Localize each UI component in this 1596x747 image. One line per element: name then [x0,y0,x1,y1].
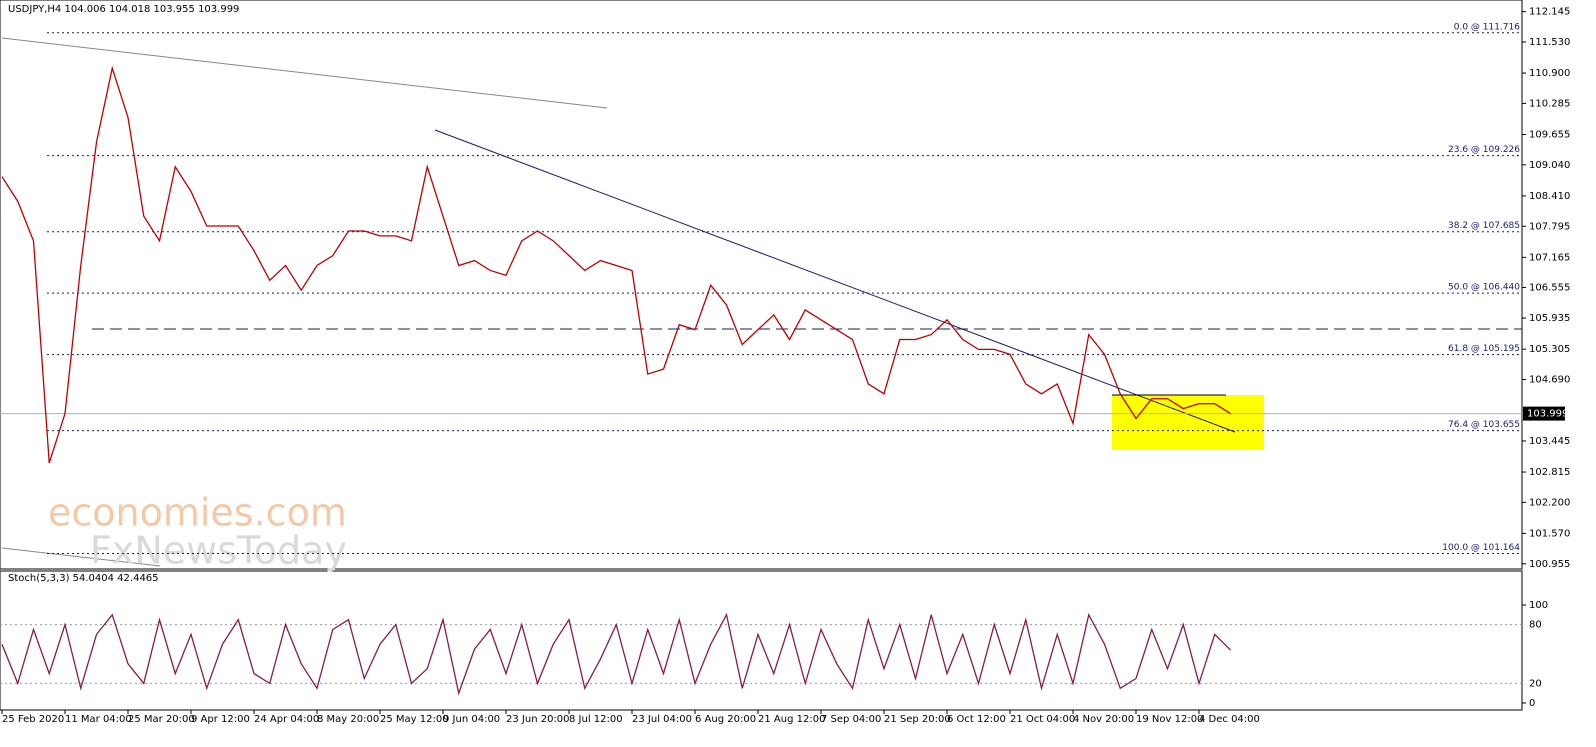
x-tick-label: 25 May 12:00 [380,714,449,725]
price-frame [0,0,1523,570]
highlight-box [1112,395,1264,450]
y-tick-label: 110.900 [1529,68,1570,79]
trend-line [1,37,608,109]
y-tick-label: 106.555 [1529,282,1570,293]
stoch-tick-label: 0 [1529,698,1535,709]
stoch-frame [0,570,1523,711]
x-tick-label: 8 Jul 12:00 [569,714,623,725]
y-tick-label: 107.165 [1529,252,1570,263]
x-tick-label: 23 Jun 20:00 [506,714,570,725]
y-tick-label: 102.200 [1529,497,1570,508]
fib-label: 76.4 @ 103.655 [1448,420,1520,430]
trend-line [434,129,1236,433]
y-tick-label: 100.955 [1529,559,1570,570]
y-tick-label: 107.795 [1529,221,1570,232]
price-line-series [1,65,1231,464]
fib-label: 61.8 @ 105.195 [1448,344,1520,354]
y-tick-label: 105.935 [1529,313,1570,324]
fib-label: 23.6 @ 109.226 [1448,145,1520,155]
y-tick-label: 103.445 [1529,436,1570,447]
y-tick-label: 111.530 [1529,37,1570,48]
x-tick-label: 24 Apr 04:00 [254,714,319,725]
chart-title: USDJPY,H4 104.006 104.018 103.955 103.99… [8,4,239,15]
x-tick-label: 7 Sep 04:00 [821,714,881,725]
watermark: economies.com [48,491,347,535]
fib-label: 50.0 @ 106.440 [1448,283,1520,293]
x-tick-label: 23 Jul 04:00 [632,714,692,725]
x-tick-label: 19 Nov 12:00 [1136,714,1203,725]
stoch-tick-label: 100 [1529,600,1548,611]
x-tick-label: 4 Dec 04:00 [1199,714,1260,725]
y-tick-label: 109.040 [1529,160,1570,171]
stoch-title: Stoch(5,3,3) 54.0404 42.4465 [8,573,159,584]
x-tick-label: 11 Mar 04:00 [65,714,132,725]
x-tick-label: 6 Aug 20:00 [695,714,756,725]
y-tick-label: 112.145 [1529,7,1570,18]
fib-label: 0.0 @ 111.716 [1454,22,1521,32]
fib-label: 100.0 @ 101.164 [1442,543,1520,553]
y-tick-label: 104.690 [1529,374,1570,385]
x-tick-label: 25 Feb 2020 [2,714,64,725]
x-tick-label: 6 Oct 12:00 [947,714,1006,725]
y-tick-label: 108.410 [1529,191,1570,202]
x-tick-label: 25 Mar 20:00 [128,714,195,725]
watermark: FxNewsToday [90,529,347,573]
y-tick-label: 105.305 [1529,344,1570,355]
x-tick-label: 8 May 20:00 [317,714,379,725]
fib-label: 38.2 @ 107.685 [1448,221,1520,231]
stoch-tick-label: 80 [1529,620,1542,631]
stoch-line [1,612,1231,696]
x-tick-label: 21 Aug 12:00 [758,714,825,725]
x-tick-label: 21 Sep 20:00 [884,714,951,725]
trend-line [1,547,161,567]
y-tick-label: 109.655 [1529,129,1570,140]
price-tag-label: 103.999 [1527,409,1568,420]
y-tick-label: 110.285 [1529,98,1570,109]
y-tick-label: 102.815 [1529,467,1570,478]
price-tag [1523,406,1565,421]
x-tick-label: 9 Jun 04:00 [443,714,500,725]
x-tick-label: 21 Oct 04:00 [1010,714,1075,725]
stoch-tick-label: 20 [1529,678,1542,689]
x-tick-label: 9 Apr 12:00 [191,714,250,725]
y-tick-label: 101.570 [1529,528,1570,539]
x-tick-label: 4 Nov 20:00 [1073,714,1134,725]
